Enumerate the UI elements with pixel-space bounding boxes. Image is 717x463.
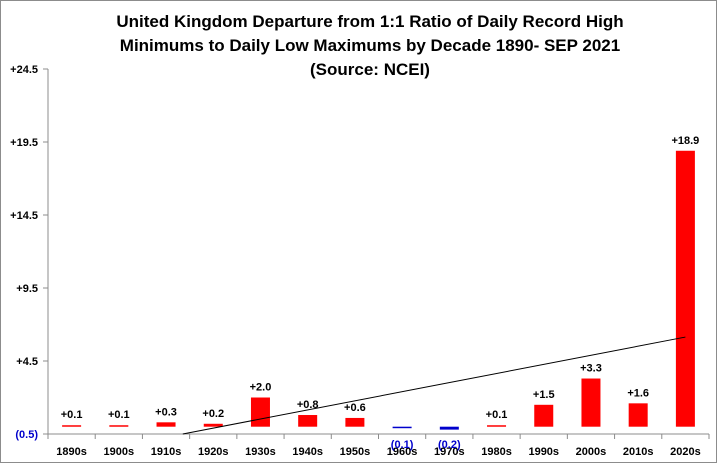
data-label-2020s: +18.9 xyxy=(671,135,699,147)
y-tick-label: +4.5 xyxy=(16,356,38,368)
y-tick-label: (0.5) xyxy=(15,429,38,441)
chart-title-line-1: United Kingdom Departure from 1:1 Ratio … xyxy=(116,12,624,31)
x-tick-label: 1930s xyxy=(245,446,276,458)
bar-1900s xyxy=(109,425,129,427)
data-label-1920s: +0.2 xyxy=(202,408,224,420)
x-tick-label: 1960s xyxy=(387,446,418,458)
data-label-1980s: +0.1 xyxy=(486,409,508,421)
data-label-1930s: +2.0 xyxy=(250,382,272,394)
x-tick-label: 1910s xyxy=(151,446,182,458)
x-tick-label: 1970s xyxy=(434,446,465,458)
data-label-1940s: +0.8 xyxy=(297,399,319,411)
y-tick-label: +14.5 xyxy=(10,210,38,222)
bar-1970s xyxy=(439,426,459,430)
data-label-1900s: +0.1 xyxy=(108,409,130,421)
bar-1990s xyxy=(534,404,554,427)
data-label-1990s: +1.5 xyxy=(533,389,555,401)
data-label-2000s: +3.3 xyxy=(580,363,602,375)
data-label-1960s: (0.1) xyxy=(391,439,414,451)
y-tick-label: +9.5 xyxy=(16,283,38,295)
x-tick-label: 1940s xyxy=(292,446,323,458)
y-tick-label: +19.5 xyxy=(10,137,38,149)
bar-1920s xyxy=(203,423,223,427)
chart-title-line-2: Minimums to Daily Low Maximums by Decade… xyxy=(119,36,621,55)
bar-1960s xyxy=(392,426,412,429)
bar-1890s xyxy=(62,425,82,427)
data-label-1970s: (0.2) xyxy=(438,439,461,451)
x-tick-label: 1990s xyxy=(528,446,559,458)
bar-1950s xyxy=(345,417,365,427)
chart-title-line-3: (Source: NCEI) xyxy=(310,60,430,79)
x-tick-label: 2000s xyxy=(576,446,607,458)
trendline xyxy=(182,336,686,435)
data-label-2010s: +1.6 xyxy=(627,387,649,399)
x-tick-label: 2020s xyxy=(670,446,701,458)
chart-title: United Kingdom Departure from 1:1 Ratio … xyxy=(60,10,680,82)
data-label-1950s: +0.6 xyxy=(344,402,366,414)
bar-2000s xyxy=(581,378,601,427)
x-tick-label: 1890s xyxy=(56,446,87,458)
x-tick-label: 1920s xyxy=(198,446,229,458)
x-tick-label: 1950s xyxy=(340,446,371,458)
bar-1980s xyxy=(487,425,507,427)
x-tick-label: 1900s xyxy=(104,446,135,458)
bar-2020s xyxy=(675,150,695,427)
bar-2010s xyxy=(628,403,648,427)
x-tick-label: 1980s xyxy=(481,446,512,458)
data-label-1890s: +0.1 xyxy=(61,409,83,421)
y-tick-label: +24.5 xyxy=(10,64,38,76)
x-tick-label: 2010s xyxy=(623,446,654,458)
bar-1930s xyxy=(250,397,270,427)
data-label-1910s: +0.3 xyxy=(155,406,177,418)
bar-1940s xyxy=(298,415,318,427)
bar-1910s xyxy=(156,422,176,427)
